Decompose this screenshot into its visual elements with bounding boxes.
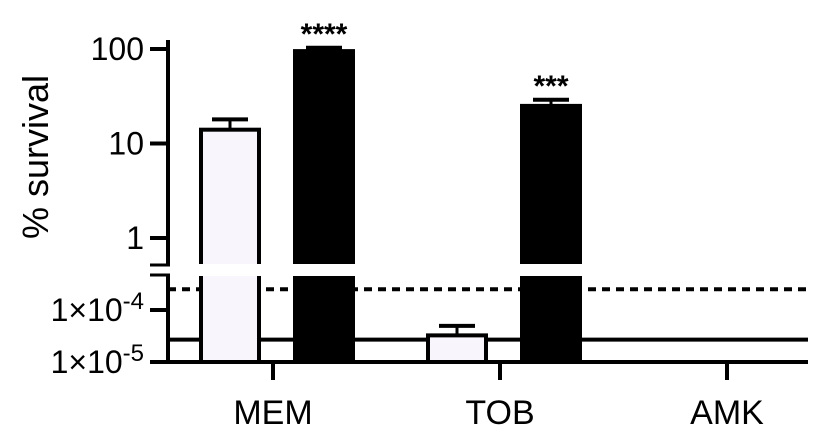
x-tick-label-tob: TOB — [465, 394, 534, 427]
y-tick-label: 10 — [108, 126, 144, 162]
bars — [168, 45, 808, 365]
x-tick-label-amk: AMK — [690, 394, 764, 427]
significance-label: *** — [533, 70, 568, 103]
y-tick-label: 1 — [126, 220, 144, 256]
bar-tob-black — [520, 103, 582, 364]
bar-tob-white — [426, 333, 488, 365]
y-tick-label: 1×10-4 — [51, 288, 144, 328]
bar-break-gap — [198, 264, 262, 276]
bar-mem-white — [199, 127, 261, 364]
y-tick-label: 100 — [91, 31, 144, 67]
y-axis-label: % survival — [15, 75, 56, 239]
bar-break-gap — [292, 264, 356, 276]
x-tick-label-mem: MEM — [233, 394, 312, 427]
axes: 100 10 1 1×10-4 1×10-5 MEM TOB AMK — [51, 31, 808, 427]
bar-break-gap — [519, 264, 583, 276]
y-tick-label: 1×10-5 — [51, 340, 144, 380]
bar-mem-black — [293, 49, 355, 364]
annotations: ******* — [301, 18, 569, 103]
significance-label: **** — [301, 18, 348, 51]
